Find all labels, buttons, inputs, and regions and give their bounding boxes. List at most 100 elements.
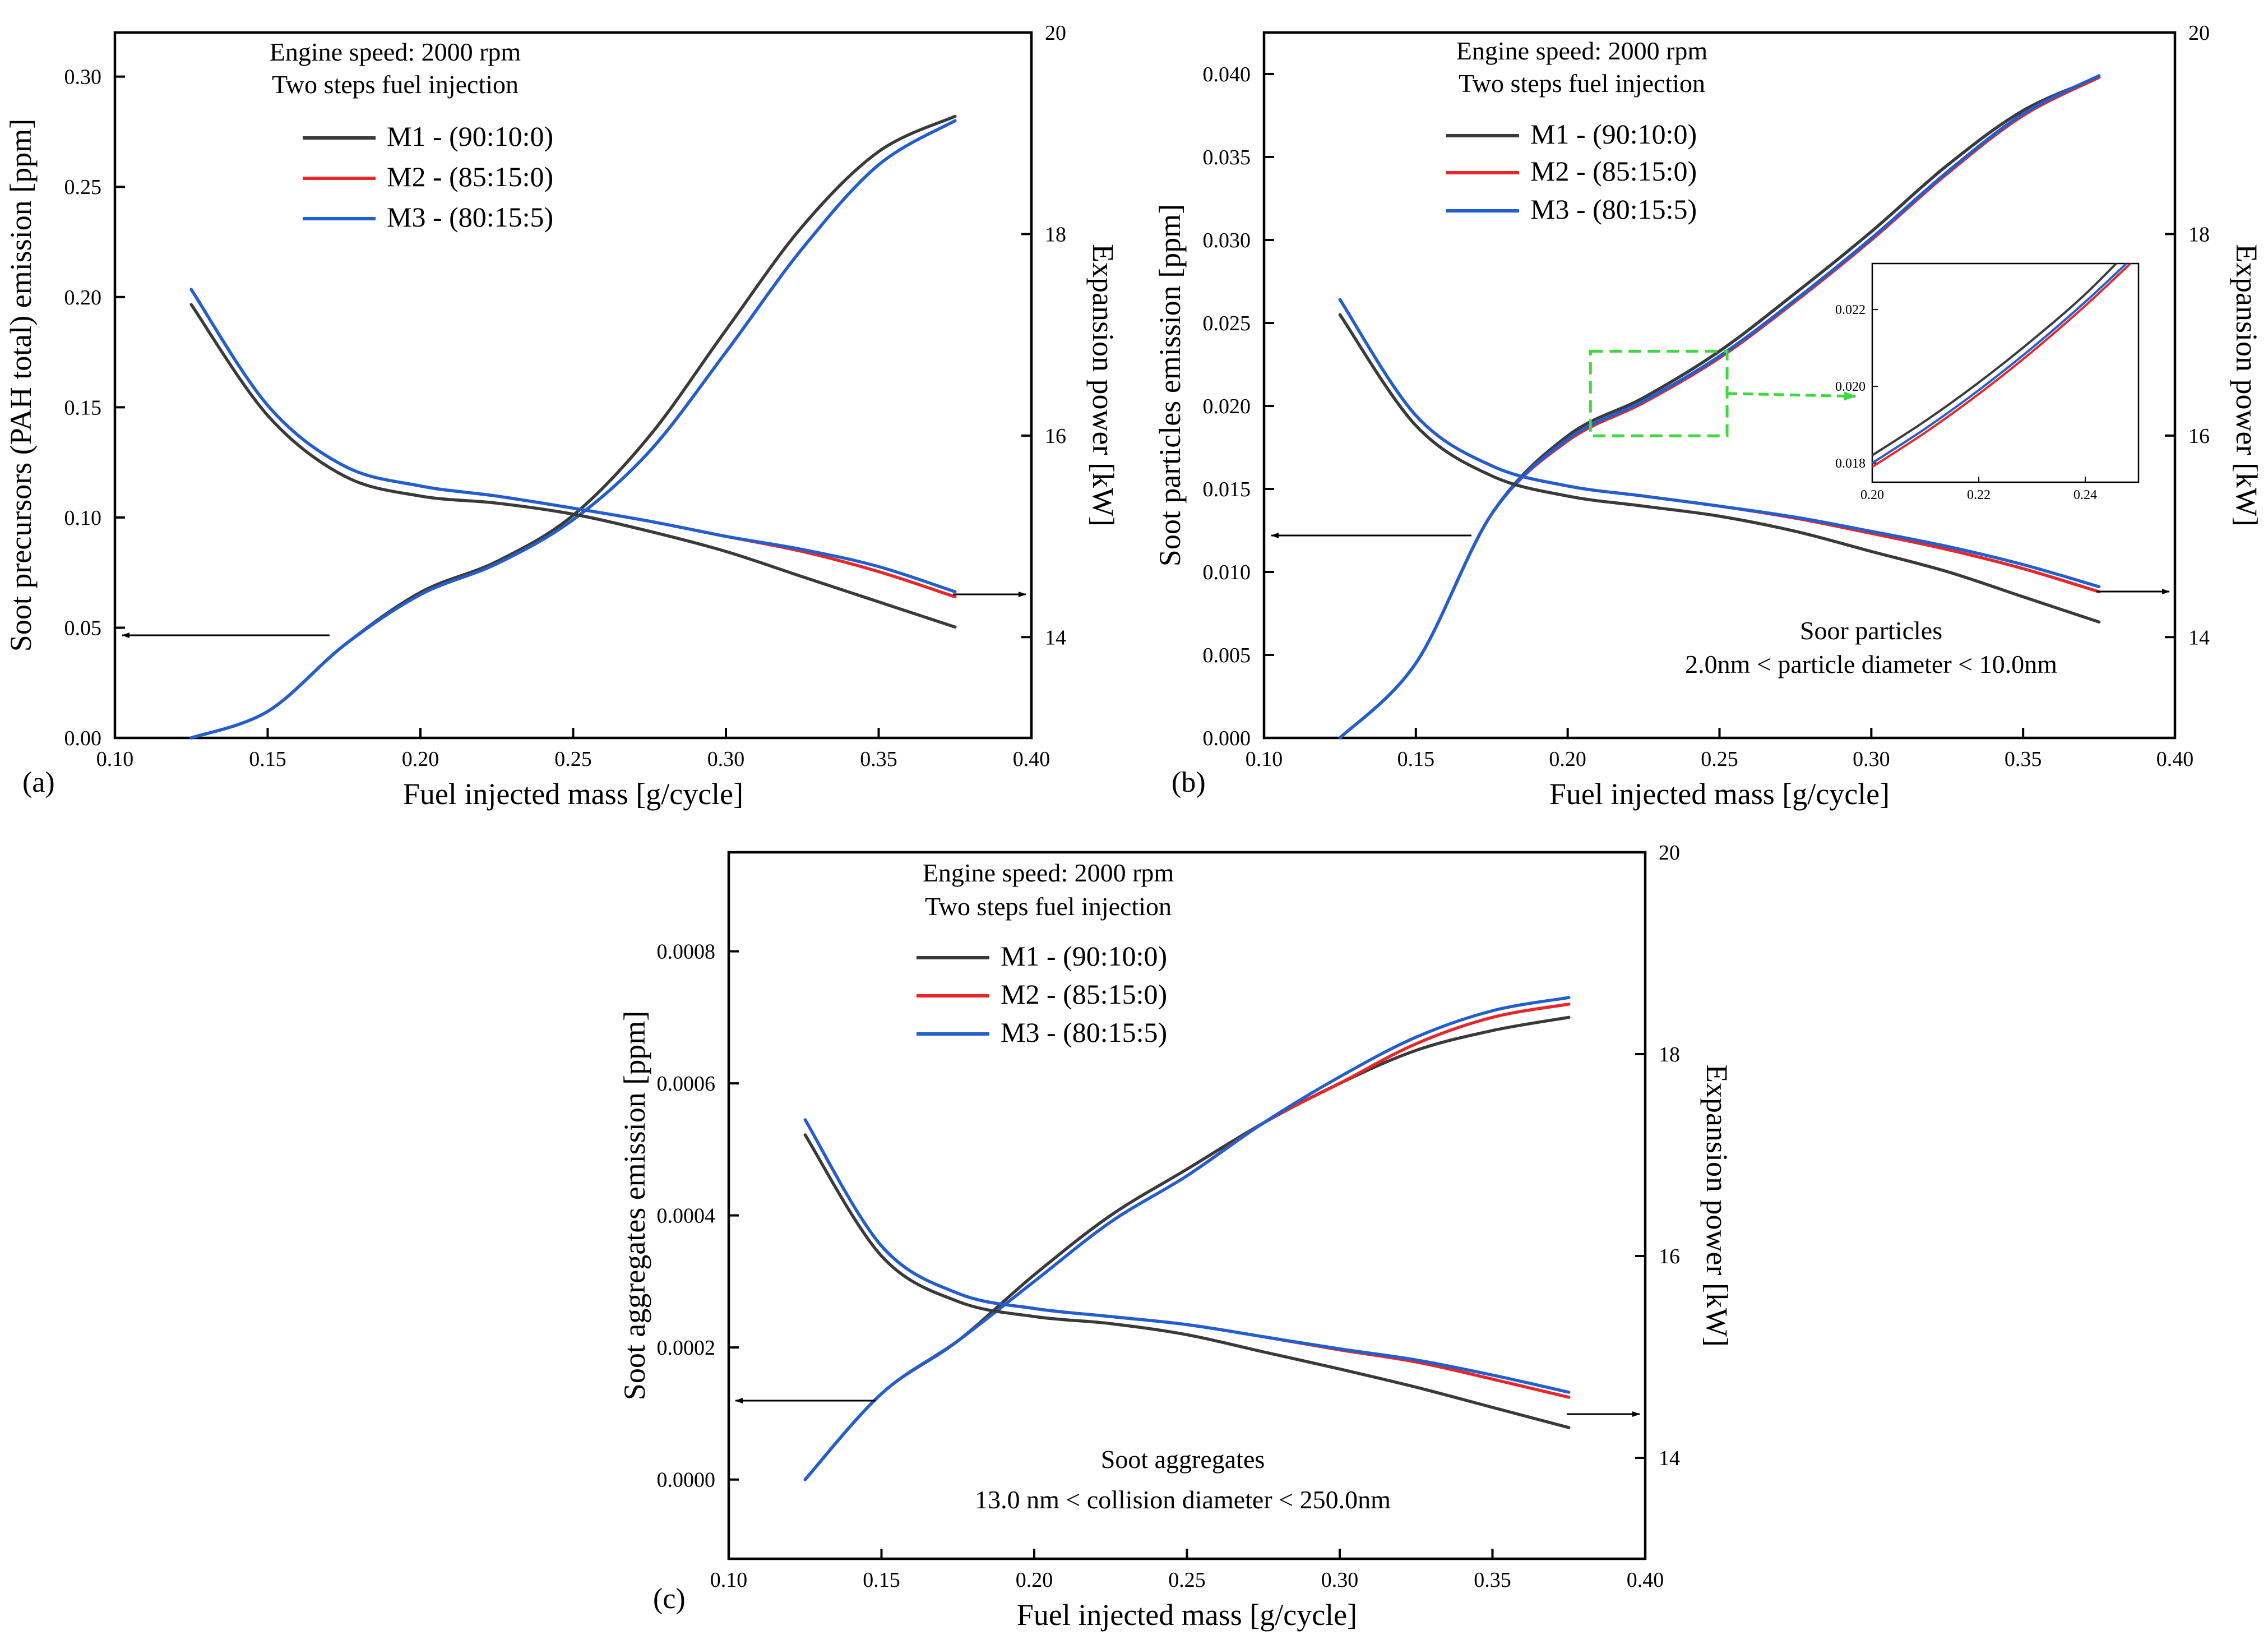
y-left-tick-label: 0.035: [1203, 146, 1251, 169]
y-right-tick-label: 18: [1045, 223, 1066, 246]
inset-y-tick-label: 0.022: [1835, 303, 1866, 317]
y-left-tick-label: 0.0000: [657, 1468, 716, 1492]
x-tick-label: 0.15: [249, 747, 286, 771]
legend-label-m3: M3 - (80:15:5): [1530, 193, 1697, 225]
inset-y-tick-label: 0.020: [1835, 380, 1866, 394]
y-right-tick-label: 18: [1659, 1043, 1680, 1066]
x-tick-label: 0.10: [1246, 747, 1283, 771]
y-left-tick-label: 0.005: [1203, 644, 1251, 667]
y-right-axis-title: Expansion power [kW]: [1086, 244, 1120, 527]
y-right-tick-label: 20: [1659, 841, 1680, 865]
x-tick-label: 0.30: [1853, 747, 1890, 771]
annotation-text: Two steps fuel injection: [272, 70, 519, 99]
panel-c: 0.10 0.15 0.20 0.25 0.30 0.35 0.40 0.0000 0.0002…: [618, 841, 1734, 1632]
x-tick-label: 0.20: [1016, 1568, 1053, 1592]
y-left-tick-label: 0.00: [64, 727, 102, 750]
x-tick-label: 0.40: [1627, 1568, 1664, 1592]
x-tick-label: 0.10: [710, 1568, 748, 1592]
emission-line-m3: [1338, 74, 2101, 740]
y-left-tick-label: 0.05: [64, 616, 102, 640]
inset-line-m1: [1872, 264, 2118, 456]
emission-line-m2: [189, 119, 957, 740]
panel-b: 0.10 0.15 0.20 0.25 0.30 0.35 0.40 0.000 0.005 0.…: [1153, 21, 2264, 811]
power-line-m1: [189, 303, 957, 629]
x-tick-label: 0.10: [96, 747, 134, 771]
panel-a: 0.10 0.15 0.20 0.25 0.30 0.35 0.40 0.00 0.05 0.10…: [4, 21, 1120, 811]
zoom-arrow: [1727, 391, 1857, 401]
y-right-tick-label: 14: [1045, 626, 1066, 649]
y-left-tick-label: 0.0002: [657, 1336, 716, 1360]
x-tick-label: 0.40: [2156, 747, 2194, 771]
y-right-tick-label: 20: [1045, 21, 1066, 45]
size-range-annotation: 2.0nm < particle diameter < 10.0nm: [1685, 650, 2057, 678]
legend-label-m1: M1 - (90:10:0): [1530, 118, 1697, 150]
inset-y-tick-label: 0.018: [1835, 456, 1866, 471]
panel-label: (c): [653, 1583, 686, 1615]
panel-label: (b): [1172, 766, 1206, 798]
x-tick-label: 0.25: [1168, 1568, 1206, 1592]
y-left-tick-label: 0.030: [1203, 229, 1251, 252]
legend-label-m2: M2 - (85:15:0): [1001, 978, 1167, 1010]
y-left-tick-label: 0.10: [64, 506, 102, 530]
annotation-text: Engine speed: 2000 rpm: [270, 38, 521, 66]
x-tick-label: 0.35: [860, 747, 897, 771]
y-right-axis-title: Expansion power [kW]: [2230, 244, 2264, 527]
y-left-axis-title: Soot aggregates emission [ppm]: [618, 1011, 651, 1400]
emission-line-m3: [189, 119, 957, 740]
power-line-m3: [1338, 298, 2101, 589]
y-left-tick-label: 0.0004: [657, 1204, 716, 1228]
emission-line-m1: [803, 1015, 1571, 1481]
y-left-tick-label: 0.0006: [657, 1072, 716, 1096]
y-right-tick-label: 16: [1045, 424, 1066, 448]
legend-label-m2: M2 - (85:15:0): [387, 161, 553, 192]
inset-x-tick-label: 0.20: [1860, 488, 1884, 502]
annotation-text: Two steps fuel injection: [1459, 69, 1705, 98]
power-line-m2: [803, 1118, 1571, 1399]
x-tick-label: 0.20: [402, 747, 439, 771]
y-left-axis-title: Soot particles emission [ppm]: [1153, 204, 1187, 566]
y-right-axis-title: Expansion power [kW]: [1700, 1064, 1734, 1347]
x-tick-label: 0.30: [707, 747, 745, 771]
x-axis-title: Fuel injected mass [g/cycle]: [1549, 777, 1890, 811]
x-tick-label: 0.25: [1701, 747, 1738, 771]
power-line-m3: [803, 1118, 1571, 1394]
power-line-m1: [803, 1133, 1571, 1429]
inset-line-m2: [1872, 264, 2132, 468]
size-range-annotation: 13.0 nm < collision diameter < 250.0nm: [975, 1485, 1391, 1514]
inset-x-tick-label: 0.22: [1967, 488, 1991, 502]
size-range-annotation: Soot aggregates: [1101, 1445, 1265, 1474]
x-tick-label: 0.30: [1321, 1568, 1359, 1592]
inset-x-tick-label: 0.24: [2073, 488, 2097, 502]
power-line-m1: [1338, 313, 2101, 624]
power-line-m3: [189, 288, 957, 594]
y-left-tick-label: 0.020: [1203, 395, 1251, 418]
x-tick-label: 0.35: [1474, 1568, 1511, 1592]
y-left-tick-label: 0.040: [1203, 63, 1251, 86]
y-left-tick-label: 0.25: [64, 176, 102, 199]
legend-label-m1: M1 - (90:10:0): [1001, 940, 1167, 972]
y-left-tick-label: 0.15: [64, 396, 102, 419]
panel-label: (a): [22, 766, 55, 798]
annotation-text: Engine speed: 2000 rpm: [1456, 36, 1708, 65]
emission-line-m1: [189, 114, 957, 740]
y-right-tick-label: 14: [2188, 626, 2210, 649]
y-left-tick-label: 0.015: [1203, 478, 1251, 501]
legend-label-m3: M3 - (80:15:5): [1001, 1017, 1167, 1048]
y-left-tick-label: 0.20: [64, 286, 102, 310]
annotation-text: Engine speed: 2000 rpm: [923, 858, 1174, 887]
x-tick-label: 0.15: [1397, 747, 1435, 771]
y-left-tick-label: 0.010: [1203, 561, 1251, 584]
emission-line-m2: [803, 1003, 1571, 1481]
y-right-tick-label: 16: [1659, 1245, 1680, 1268]
y-left-axis-title: Soot precursors (PAH total) emission [pp…: [4, 119, 38, 652]
y-left-tick-label: 0.0008: [657, 940, 716, 964]
y-left-tick-label: 0.000: [1203, 727, 1251, 750]
y-left-tick-label: 0.025: [1203, 312, 1251, 335]
emission-line-m3: [803, 996, 1571, 1481]
y-left-tick-label: 0.30: [64, 66, 102, 89]
legend-label-m1: M1 - (90:10:0): [387, 121, 553, 152]
y-right-tick-label: 20: [2188, 21, 2210, 45]
inset-plot: 0.20 0.22 0.24 0.018 0.020 0.022: [1835, 262, 2140, 502]
y-right-tick-label: 16: [2188, 424, 2210, 448]
